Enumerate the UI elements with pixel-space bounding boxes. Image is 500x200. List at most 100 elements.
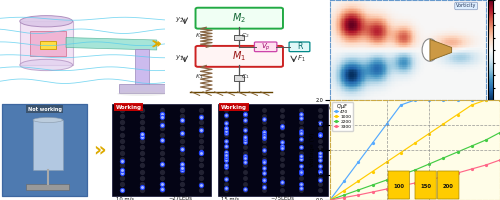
Polygon shape xyxy=(33,120,62,170)
Polygon shape xyxy=(430,39,452,61)
470 xyxy=(454,99,460,101)
Line: 2200: 2200 xyxy=(329,132,500,200)
Text: $C_2$: $C_2$ xyxy=(241,31,250,40)
1000 xyxy=(398,151,404,154)
Text: Vorticity: Vorticity xyxy=(456,3,476,8)
3300 xyxy=(327,199,333,200)
470 xyxy=(341,180,347,182)
1000 xyxy=(341,189,347,192)
Line: 470: 470 xyxy=(329,99,500,200)
Polygon shape xyxy=(136,49,148,85)
1000 xyxy=(327,199,333,200)
2200 xyxy=(483,139,489,141)
FancyBboxPatch shape xyxy=(388,171,409,199)
Text: 15 m/s: 15 m/s xyxy=(221,196,239,200)
1000 xyxy=(370,170,376,173)
Ellipse shape xyxy=(20,16,72,27)
FancyBboxPatch shape xyxy=(289,42,310,52)
2200 xyxy=(412,169,418,171)
Text: Working: Working xyxy=(116,104,141,110)
Text: ~27LEDs: ~27LEDs xyxy=(168,196,192,200)
FancyBboxPatch shape xyxy=(2,104,88,196)
1000 xyxy=(426,132,432,135)
3300 xyxy=(440,175,446,178)
2200 xyxy=(341,194,347,196)
Legend: 470, 1000, 2200, 3300: 470, 1000, 2200, 3300 xyxy=(332,102,353,131)
Text: $C_1$: $C_1$ xyxy=(241,72,250,81)
470 xyxy=(384,123,390,125)
2200 xyxy=(454,151,460,153)
Text: Working: Working xyxy=(221,104,247,110)
FancyBboxPatch shape xyxy=(234,35,244,40)
Text: 200: 200 xyxy=(442,184,454,188)
Polygon shape xyxy=(26,184,70,190)
2200 xyxy=(327,199,333,200)
Text: $V_p$: $V_p$ xyxy=(261,41,270,53)
2200 xyxy=(370,184,376,186)
Ellipse shape xyxy=(20,59,72,71)
2200 xyxy=(440,157,446,159)
1000 xyxy=(384,161,390,163)
Text: $M_2$: $M_2$ xyxy=(232,11,246,25)
470 xyxy=(483,99,489,101)
1000 xyxy=(440,123,446,125)
Text: $K_1$: $K_1$ xyxy=(194,72,203,81)
3300 xyxy=(341,196,347,199)
2200 xyxy=(398,174,404,176)
470 xyxy=(398,104,404,106)
1000 xyxy=(483,99,489,101)
Polygon shape xyxy=(30,31,66,56)
Text: »: » xyxy=(92,140,106,160)
Text: R: R xyxy=(297,42,302,51)
Polygon shape xyxy=(40,41,56,49)
Text: 10 m/s: 10 m/s xyxy=(116,196,134,200)
1000 xyxy=(412,142,418,144)
Polygon shape xyxy=(66,38,157,50)
470 xyxy=(412,99,418,101)
Ellipse shape xyxy=(117,92,166,96)
3300 xyxy=(454,172,460,174)
2200 xyxy=(497,131,500,134)
3300 xyxy=(426,179,432,181)
FancyBboxPatch shape xyxy=(415,171,436,199)
FancyBboxPatch shape xyxy=(438,171,459,199)
470 xyxy=(327,199,333,200)
Y-axis label: Voltage (V): Voltage (V) xyxy=(310,133,314,167)
Text: Not working: Not working xyxy=(28,106,62,112)
2200 xyxy=(426,163,432,165)
Text: 100: 100 xyxy=(393,184,404,188)
470 xyxy=(440,99,446,101)
FancyBboxPatch shape xyxy=(196,46,283,67)
3300 xyxy=(398,185,404,187)
FancyBboxPatch shape xyxy=(196,8,283,29)
1000 xyxy=(468,104,474,106)
3300 xyxy=(412,182,418,184)
Text: »: » xyxy=(153,37,162,51)
FancyBboxPatch shape xyxy=(254,42,277,52)
FancyBboxPatch shape xyxy=(218,104,328,196)
Text: $y_2$: $y_2$ xyxy=(175,16,184,25)
Text: $y_1$: $y_1$ xyxy=(175,54,184,63)
Polygon shape xyxy=(20,21,72,65)
FancyBboxPatch shape xyxy=(234,75,244,81)
3300 xyxy=(370,191,376,193)
3300 xyxy=(483,164,489,166)
2200 xyxy=(356,189,362,191)
X-axis label: v[m/s]: v[m/s] xyxy=(397,113,419,119)
2200 xyxy=(468,145,474,147)
470 xyxy=(497,99,500,101)
3300 xyxy=(356,194,362,196)
Text: ~75LEDs: ~75LEDs xyxy=(270,196,294,200)
Polygon shape xyxy=(119,84,165,92)
Ellipse shape xyxy=(33,117,62,122)
1000 xyxy=(497,99,500,101)
470 xyxy=(468,99,474,101)
1000 xyxy=(356,180,362,182)
2200 xyxy=(384,179,390,181)
Text: $M_1$: $M_1$ xyxy=(232,49,246,63)
Circle shape xyxy=(422,39,438,61)
Text: 150: 150 xyxy=(420,184,431,188)
Text: $F_1$: $F_1$ xyxy=(297,54,306,64)
470 xyxy=(356,161,362,163)
FancyBboxPatch shape xyxy=(112,104,211,196)
